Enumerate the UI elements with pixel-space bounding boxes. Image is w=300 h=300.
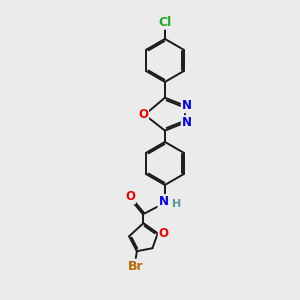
Text: O: O — [125, 190, 135, 203]
Text: H: H — [172, 199, 181, 209]
Text: O: O — [138, 108, 148, 121]
Text: N: N — [182, 99, 192, 112]
Text: N: N — [182, 116, 192, 129]
Text: Br: Br — [128, 260, 143, 273]
Text: Cl: Cl — [158, 16, 172, 29]
Text: N: N — [158, 195, 168, 208]
Text: O: O — [159, 227, 169, 240]
